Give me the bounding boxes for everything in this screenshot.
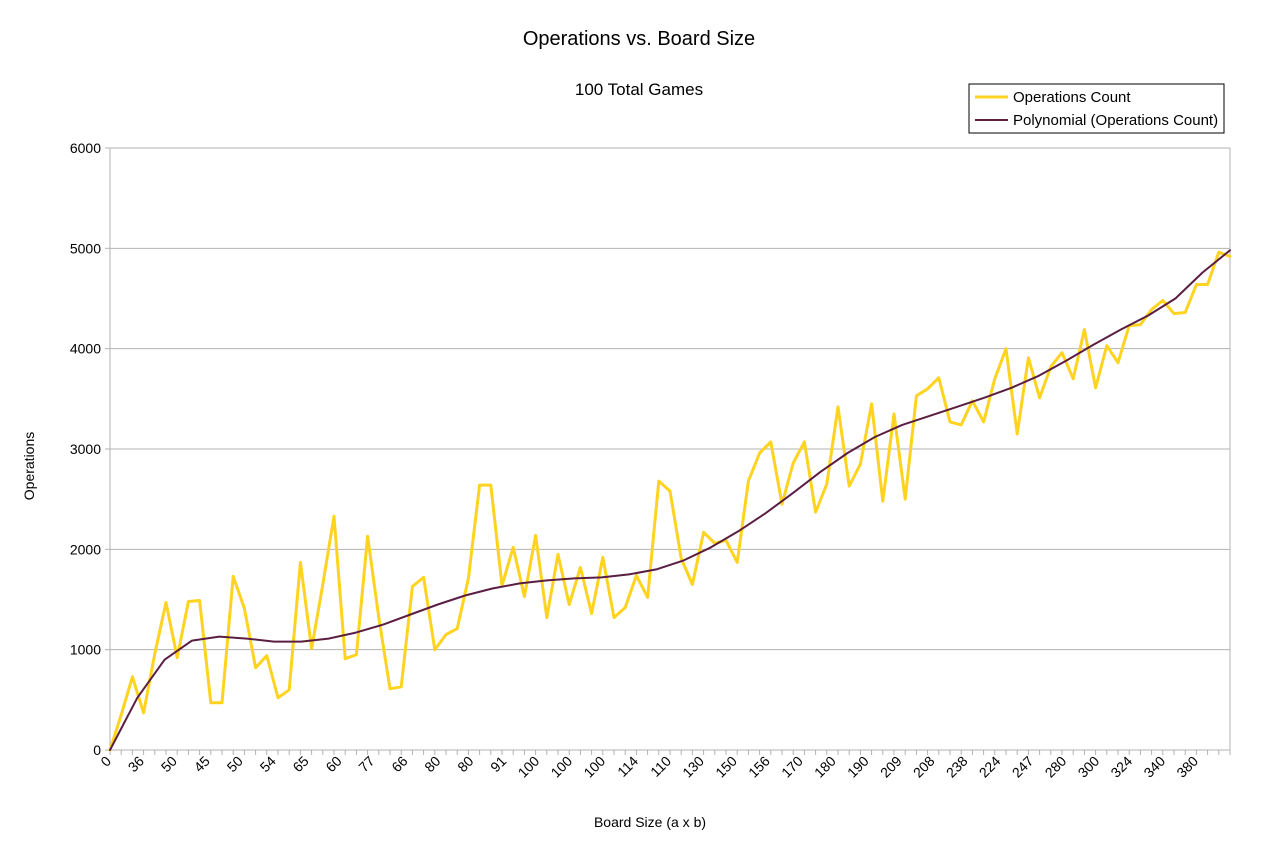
x-tick-label: 180: [811, 753, 839, 781]
x-tick-label: 238: [943, 753, 971, 781]
x-tick-label: 65: [289, 753, 311, 775]
x-tick-label: 80: [421, 753, 443, 775]
x-tick-label: 77: [355, 753, 377, 775]
x-tick-label: 208: [910, 753, 938, 781]
x-tick-label: 66: [388, 753, 410, 775]
x-tick-label: 80: [454, 753, 476, 775]
series-layer: [108, 249, 1232, 752]
x-tick-label: 170: [778, 753, 806, 781]
y-tick-label: 3000: [70, 441, 101, 457]
y-tick-label: 2000: [70, 541, 101, 557]
x-axis-label: Board Size (a x b): [594, 814, 706, 830]
legend: Operations Count Polynomial (Operations …: [968, 83, 1225, 134]
x-tick-label: 100: [547, 753, 575, 781]
y-axis-label: Operations: [21, 432, 37, 500]
x-tick-label: 209: [877, 753, 905, 781]
x-tick-label: 36: [125, 753, 147, 775]
x-tick-label: 156: [745, 753, 773, 781]
y-axis-ticks: 0 1000 2000 3000 4000 5000 6000: [70, 140, 110, 758]
x-tick-label: 110: [647, 753, 674, 780]
x-tick-label: 224: [976, 753, 1004, 781]
x-tick-label: 114: [614, 753, 641, 780]
x-tick-label: 300: [1075, 753, 1103, 781]
trendline-polynomial: [109, 249, 1231, 751]
legend-box: [968, 83, 1225, 134]
x-tick-label: 150: [712, 753, 740, 781]
x-tick-label: 324: [1107, 753, 1135, 781]
x-tick-label: 50: [224, 753, 246, 775]
x-tick-label: 0: [97, 753, 114, 770]
chart-subtitle: 100 Total Games: [575, 80, 703, 99]
chart-title: Operations vs. Board Size: [523, 28, 755, 50]
x-tick-label: 45: [191, 753, 213, 775]
y-tick-label: 4000: [70, 341, 101, 357]
x-axis-ticks: 0 36 50 45 50 54 65 60 77 66 80 80 91 100 100 100 114 110…: [97, 750, 1231, 781]
x-tick-label: 50: [158, 753, 180, 775]
x-tick-label: 247: [1009, 753, 1037, 781]
x-tick-label: 91: [487, 753, 509, 775]
legend-label-polynomial: Polynomial (Operations Count): [1013, 112, 1218, 129]
legend-label-operations-count: Operations Count: [1013, 89, 1131, 106]
x-tick-label: 100: [580, 753, 608, 781]
x-tick-label: 340: [1140, 753, 1168, 781]
y-tick-label: 1000: [70, 642, 101, 658]
y-tick-label: 5000: [70, 240, 101, 256]
x-tick-label: 380: [1173, 753, 1201, 781]
x-tick-label: 280: [1042, 753, 1070, 781]
gridlines: [109, 147, 1231, 751]
y-tick-label: 6000: [70, 140, 101, 156]
x-tick-label: 60: [322, 753, 344, 775]
x-tick-label: 190: [844, 753, 872, 781]
y-tick-label: 0: [93, 742, 101, 758]
series-line-operations-count: [108, 250, 1232, 752]
x-tick-label: 54: [256, 753, 278, 775]
x-tick-label: 100: [515, 753, 543, 781]
x-tick-label: 130: [679, 753, 707, 781]
